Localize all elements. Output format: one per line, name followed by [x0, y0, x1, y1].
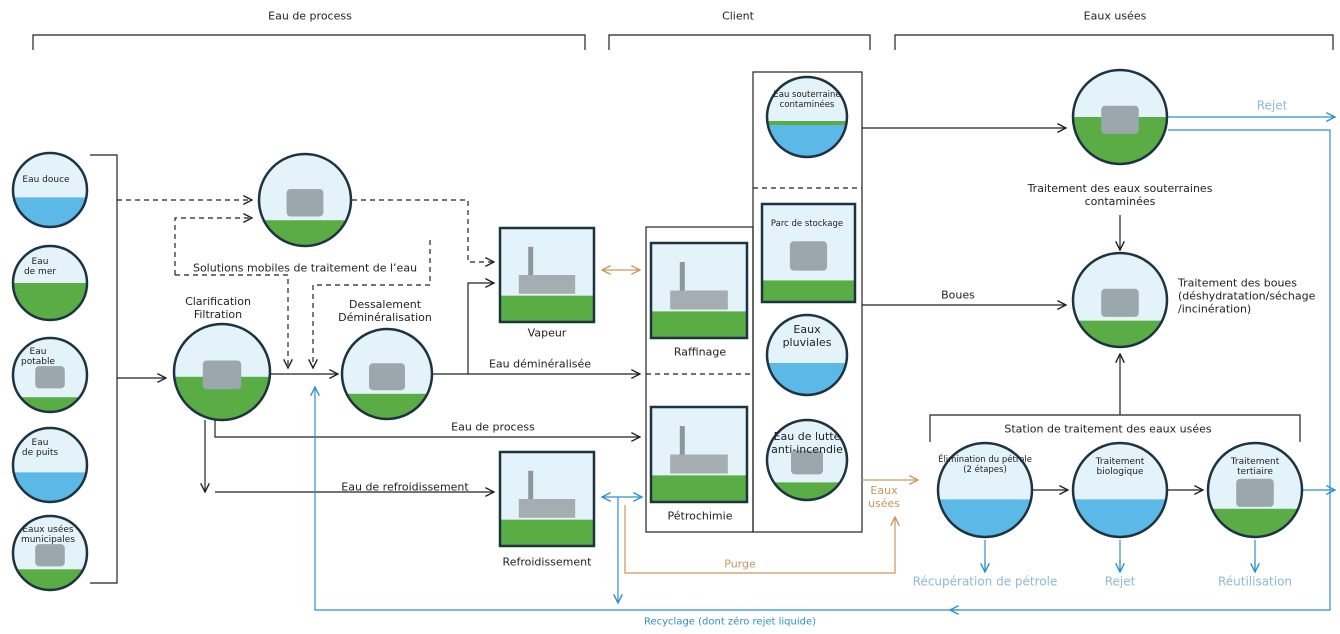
- equipment: [35, 366, 65, 388]
- node-label: Eau souterraine contaminées: [773, 90, 840, 110]
- icon-ground: [500, 296, 594, 390]
- flow-label: Eaux usées: [868, 484, 900, 510]
- flow-label: Eau de refroidissement: [341, 481, 468, 494]
- icon: [174, 324, 270, 473]
- node-label: Élimination du pétrole (2 étapes): [938, 455, 1032, 475]
- icon-ground: [651, 311, 747, 406]
- building: [519, 275, 575, 294]
- section-title: Client: [722, 10, 754, 23]
- chimney: [528, 471, 533, 499]
- equipment: [35, 544, 65, 566]
- equipment: [287, 189, 324, 217]
- flow-label: Rejet: [1257, 100, 1288, 113]
- icon: [651, 407, 747, 570]
- node-label: Vapeur: [528, 327, 567, 340]
- node-label: Dessalement Déminéralisation: [338, 298, 432, 324]
- flow-label: Rejet: [1105, 576, 1136, 589]
- diagram: Eau de process Client Eaux usées Eau dou…: [0, 0, 1340, 634]
- building: [519, 499, 575, 518]
- node-label: Clarification Filtration: [185, 295, 251, 321]
- node-label: Pétrochimie: [668, 510, 733, 523]
- source-bracket: [90, 155, 117, 583]
- node-label: Traitement des boues (déshydratation/séc…: [1178, 277, 1315, 316]
- icon-ground: [767, 482, 847, 562]
- flow-label: Purge: [724, 558, 756, 571]
- equipment: [1236, 479, 1274, 507]
- icon: [500, 452, 594, 614]
- flow-label: Recyclage (dont zéro rejet liquide): [644, 616, 816, 629]
- source-label: Eau de mer: [24, 257, 56, 277]
- equipment: [1101, 106, 1139, 134]
- node-label: Traitement biologique: [1096, 457, 1145, 477]
- source-label: Eaux usées municipales: [21, 525, 75, 545]
- flow-label: Réutilisation: [1218, 576, 1292, 589]
- flow-label: Eau de process: [451, 421, 535, 434]
- chimney: [680, 426, 685, 455]
- arrow: [432, 283, 494, 374]
- node-label: Parc de stockage: [771, 219, 843, 229]
- source-label: Eau potable: [21, 347, 55, 367]
- equipment: [369, 363, 405, 390]
- flow-label: Récupération de pétrole: [913, 576, 1058, 589]
- node-label: Traitement des eaux souterraines contami…: [1028, 182, 1213, 208]
- building: [670, 455, 728, 474]
- water: [767, 125, 847, 205]
- node-label: Eau de lutte anti-incendie: [771, 430, 843, 456]
- section-title: Eau de process: [268, 10, 352, 23]
- section-title: Eaux usées: [1084, 10, 1147, 23]
- chimney: [680, 262, 685, 291]
- node-label: Raffinage: [674, 346, 726, 359]
- equipment: [1101, 289, 1139, 317]
- source-label: Eau douce: [22, 175, 69, 185]
- icon-ground: [651, 475, 747, 570]
- node-label: Traitement tertiaire: [1231, 457, 1280, 477]
- dashed-arrow: [352, 200, 494, 262]
- arrow: [215, 420, 640, 437]
- flow-label: Boues: [941, 289, 975, 302]
- node-label: Refroidissement: [503, 556, 592, 569]
- node-label: Solutions mobiles de traitement de l’eau: [193, 262, 417, 275]
- flow-label: Eau déminéralisée: [489, 358, 591, 371]
- purge-line: [625, 505, 895, 573]
- equipment: [203, 360, 241, 389]
- orange-connectors: [602, 270, 918, 573]
- section-brackets: [33, 35, 1333, 50]
- building: [670, 291, 728, 310]
- equipment: [790, 241, 827, 270]
- node-label: Eaux pluviales: [783, 323, 832, 349]
- node-label: Station de traitement des eaux usées: [1004, 423, 1211, 436]
- icon: [651, 243, 747, 406]
- chimney: [528, 247, 533, 275]
- source-label: Eau de puits: [22, 438, 58, 458]
- icon-ground: [174, 377, 270, 473]
